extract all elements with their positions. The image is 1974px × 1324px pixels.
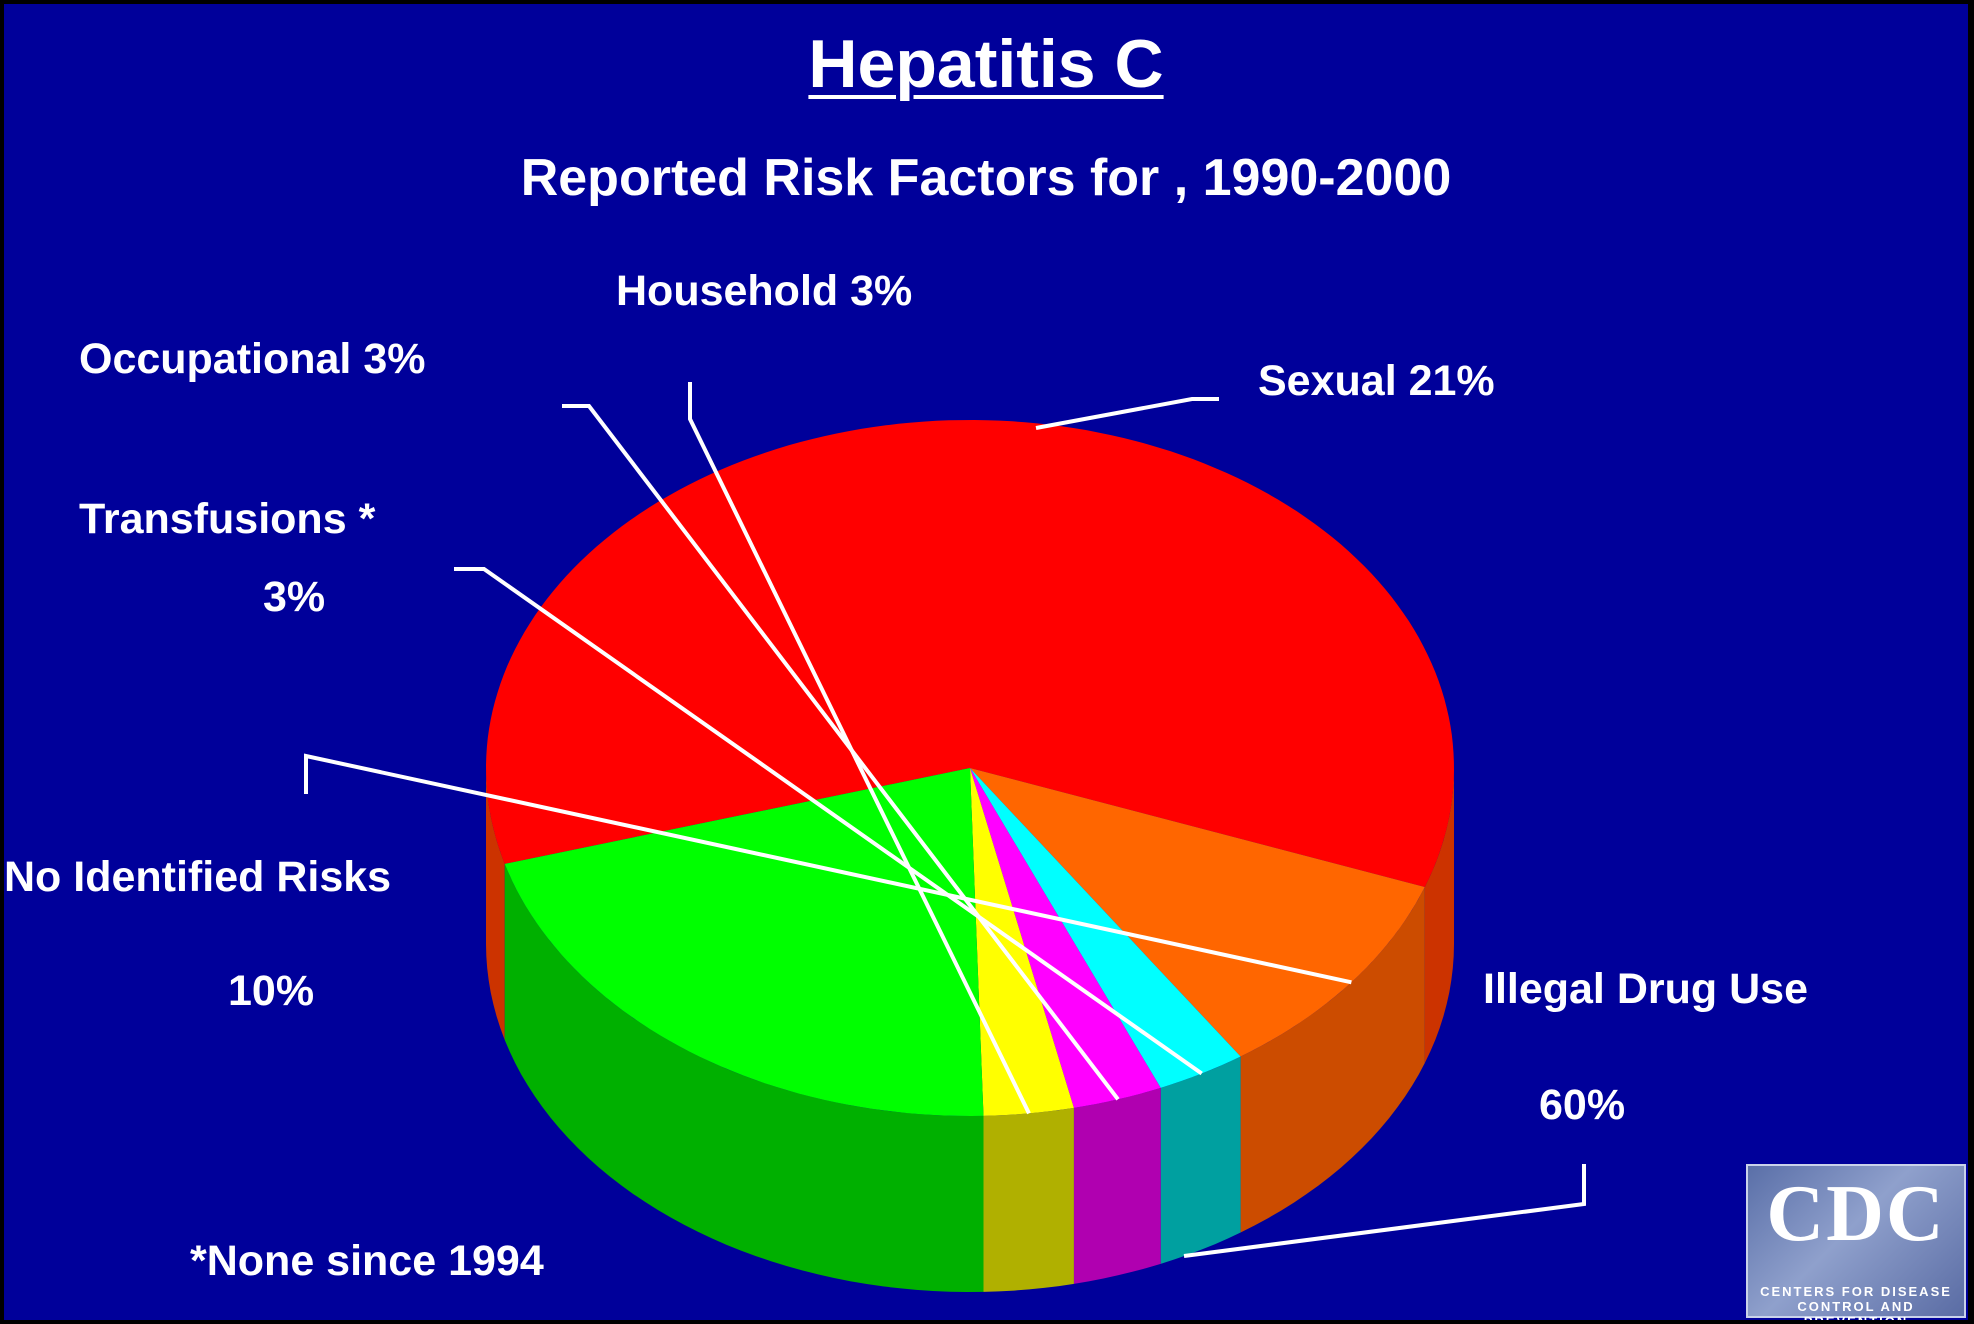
slice-value-no-identified-risks: 10%	[228, 967, 315, 1015]
slice-label-transfusions: Transfusions *	[79, 495, 376, 543]
pie-slice-illegal-drug-use	[486, 420, 1454, 887]
pie-side-illegal-drug-use	[1424, 768, 1454, 1063]
leader-line-transfusions	[454, 567, 1203, 1076]
pie-side-no-identified-risks	[1240, 887, 1425, 1233]
slice-label-household: Household 3%	[616, 267, 913, 315]
pie-side-household	[983, 1107, 1074, 1292]
pie-side-transfusions	[1160, 1056, 1241, 1264]
pie-layer	[486, 420, 1454, 1292]
leader-line-illegal-drug-use	[1183, 1164, 1586, 1258]
slice-value-illegal-drug-use: 60%	[1539, 1081, 1626, 1129]
leader-line-sexual	[1035, 397, 1219, 430]
pie-slice-no-identified-risks	[970, 768, 1425, 1057]
leader-lines	[304, 382, 1586, 1258]
slice-label-illegal-drug-use: Illegal Drug Use	[1483, 965, 1808, 1013]
pie-chart	[304, 382, 1586, 1292]
chart-subtitle: Reported Risk Factors for , 1990-2000	[520, 149, 1452, 207]
pie-slice-household	[970, 768, 1074, 1116]
pie-side-illegal-drug-use	[486, 768, 505, 1040]
cdc-logo-line2: CONTROL AND PREVENTION	[1797, 1299, 1915, 1320]
slice-label-sexual: Sexual 21%	[1258, 357, 1495, 405]
pie-slice-occupational	[970, 768, 1161, 1108]
chart-title: Hepatitis C	[808, 26, 1164, 102]
pie-slice-sexual	[504, 768, 984, 1116]
leader-line-household	[688, 382, 1031, 1115]
leader-line-occupational	[562, 404, 1120, 1101]
cdc-logo-mark: CDC	[1766, 1170, 1946, 1258]
pie-side-sexual	[504, 863, 984, 1292]
leader-line-no-identified-risks	[304, 753, 1352, 985]
slide: Hepatitis C Reported Risk Factors for , …	[4, 4, 1968, 1320]
slice-value-transfusions: 3%	[263, 573, 326, 621]
cdc-logo: CDC CENTERS FOR DISEASE CONTROL AND PREV…	[1746, 1164, 1966, 1320]
slice-label-occupational: Occupational 3%	[79, 335, 426, 383]
footnote: *None since 1994	[190, 1237, 544, 1285]
slice-label-no-identified-risks: No Identified Risks	[4, 853, 392, 901]
cdc-logo-line1: CENTERS FOR DISEASE	[1760, 1284, 1952, 1299]
pie-side-occupational	[1073, 1087, 1161, 1284]
